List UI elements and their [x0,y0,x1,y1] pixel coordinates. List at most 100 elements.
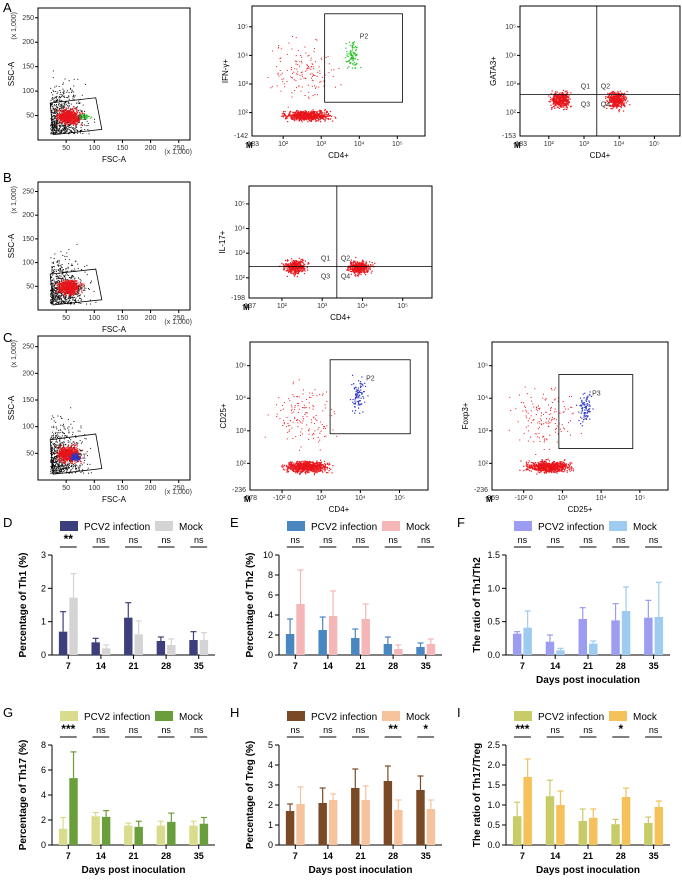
legend-swatch [287,711,305,721]
x-tick-label: 10² [544,141,555,148]
bar [654,617,664,655]
x-tick-label: 28 [388,851,398,861]
y-tick-label: 1.5 [487,780,500,790]
significance-label: ns [96,535,106,545]
y-min-label: -236 [474,487,488,494]
events [548,89,631,113]
panel-label-C: C [3,330,12,345]
legend: PCV2 infection Mock [60,521,204,533]
legend: PCV2 infection Mock [514,711,658,723]
y-min-label: -142 [234,133,248,140]
y-axis-label: SSC-A [7,233,16,258]
plot-frame [249,341,429,491]
bar [328,616,338,655]
quad-q2: Q2 [341,256,350,263]
m-marker: M [246,141,253,150]
significance-label: ns [421,535,431,545]
y-tick-label: 250 [22,188,34,195]
legend: PCV2 infection Mock [60,711,204,723]
y-axis-label: Percentage of Th2 (%) [245,552,256,657]
gate-label: P3 [592,390,601,397]
y-min-label: -198 [231,295,245,302]
plot-frame [248,185,433,299]
x-tick-label: 10⁴ [614,141,625,148]
y-scale-label: (x 1,000) [11,186,18,214]
y-axis-label: The ratio of Th17/Treg [472,743,483,847]
legend-label: Mock [179,522,204,533]
bar [328,800,338,845]
significance-label: * [423,722,428,736]
bar [296,604,305,655]
x-min-label: -359 [485,495,499,502]
significance-label: ns [583,535,593,545]
bar [383,644,393,655]
quad-q4: Q4 [601,101,610,108]
x-tick-label: 150 [117,145,129,152]
y-tick-label: 50 [26,283,34,290]
bar [124,617,133,655]
significance-label: ns [129,535,139,545]
panel-label-E: E [230,515,239,530]
m-marker: M [244,495,251,504]
legend-label: Mock [406,712,431,723]
x-tick-label: 200 [145,485,157,492]
plot-frame [251,5,426,137]
plot-frame [491,341,669,491]
x-tick-label: 50 [62,145,70,152]
x-axis-label: CD25+ [567,505,592,514]
y-tick-label: 150 [22,397,34,404]
y-tick-label: 250 [22,15,34,22]
y-tick-label: 5 [268,740,273,750]
plot-frame [37,335,191,481]
significance-label: ns [161,725,171,735]
significance-label: *** [61,722,75,736]
y-tick-label: 10³ [235,250,246,257]
x-tick-label: 10³ [317,303,328,310]
y-tick-label: 0 [41,840,46,850]
y-min-label: -236 [232,487,246,494]
bar [351,638,360,655]
quad-q3: Q3 [581,101,590,108]
plot-frame [37,7,191,141]
x-tick-label: 35 [194,851,204,861]
y-tick-label: 0 [41,650,46,660]
y-scale-label: (x 1,000) [11,340,18,368]
bar [285,811,295,845]
x-min-label: -137 [242,303,256,310]
panel-label-F: F [457,515,465,530]
y-axis-label: SSC-A [7,395,16,420]
bar [426,644,436,655]
x-tick-label: 50 [62,485,70,492]
y-tick-label: 10⁵ [477,363,488,370]
bar-chart-D: D PCV2 infection Mock 0 1 2 3 Percentage of Th1… [3,515,215,671]
x-tick-label: 21 [583,851,593,861]
legend: PCV2 infection Mock [287,711,431,723]
significance-label: ns [550,535,560,545]
legend-label: Mock [633,712,658,723]
significance-label: ns [388,535,398,545]
x-tick-label: 14 [96,851,106,861]
x-tick-label: 10³ [557,495,568,502]
x-tick-label: 100 [88,315,100,322]
m-marker: M [514,141,521,150]
x-axis-label: Days post inoculation [82,865,186,876]
significance-label: ns [161,535,171,545]
y-tick-label: 10² [236,460,247,467]
bar [91,816,100,845]
x-tick-label: 200 [145,145,157,152]
significance-label: ns [129,725,139,735]
significance-label: ns [96,725,106,735]
y-tick-label: 10⁴ [235,395,246,402]
gate-p1 [49,97,103,136]
quad-q3: Q3 [321,274,330,281]
x-tick-label: 7 [293,851,298,861]
legend-swatch [155,711,173,721]
x-tick-label: 10⁴ [357,303,368,310]
x-min-label: -183 [513,141,527,148]
x-tick-label: 21 [128,851,138,861]
bar [578,821,587,845]
significance-label: ns [323,535,333,545]
legend-label: Mock [633,522,658,533]
gate-p1 [49,268,103,306]
